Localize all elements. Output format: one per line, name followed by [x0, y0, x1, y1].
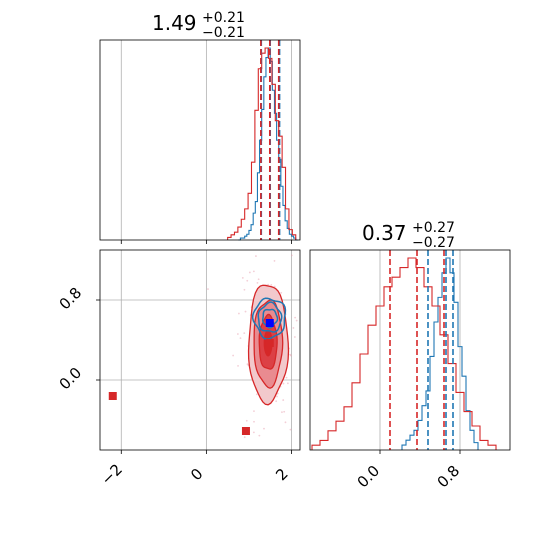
axes-frame [309, 249, 511, 451]
sample-point [285, 376, 288, 379]
x-tick-label: 0.8 [434, 462, 464, 492]
title-minus: −0.21 [202, 25, 245, 41]
sample-point [293, 246, 295, 248]
sample-point [232, 354, 235, 357]
sample-point [258, 434, 261, 437]
axes-frame [99, 39, 301, 241]
sample-point [295, 319, 298, 322]
grid [120, 40, 292, 240]
sample-point [252, 270, 255, 273]
sample-point [239, 337, 242, 340]
sample-point [282, 399, 285, 401]
histogram-step [311, 257, 497, 450]
sample-point [255, 255, 257, 257]
sample-point [282, 382, 285, 385]
sample-point [237, 364, 239, 367]
marker-square [108, 392, 117, 400]
sample-point [273, 260, 276, 262]
marginal-histogram-param-2: 0.0 0.8 0.37 +0.27 −0.27 [309, 220, 511, 492]
sample-point [255, 393, 258, 396]
marginal-histogram-param-1: 1.49 +0.21 −0.21 [99, 10, 301, 244]
sample-point [253, 410, 255, 413]
sample-point [292, 327, 295, 329]
sample-point [262, 457, 264, 459]
x-ticks [120, 240, 292, 244]
histogram-step [401, 257, 479, 450]
grid [379, 250, 461, 450]
y-tick-label: 0.0 [56, 364, 86, 394]
marker-square [265, 319, 274, 327]
sample-point [280, 291, 283, 294]
quantile-lines [389, 250, 454, 450]
x-tick-label: 0.0 [354, 462, 384, 492]
sample-point [238, 312, 240, 315]
sample-point [290, 354, 292, 357]
blue-contour-level [251, 297, 287, 340]
sample-point [241, 277, 244, 279]
sample-point [284, 421, 287, 424]
sample-point [245, 419, 248, 422]
sample-point [290, 254, 293, 257]
sample-point [276, 395, 278, 398]
quantile-lines [260, 40, 281, 240]
sample-point [290, 217, 292, 219]
title-plus: +0.21 [202, 10, 245, 26]
sample-point [267, 283, 270, 286]
sample-point [273, 285, 276, 288]
sample-point [236, 333, 239, 335]
title-plus: +0.27 [412, 220, 455, 236]
sample-point [286, 382, 289, 385]
sample-point [276, 392, 279, 395]
sample-point [289, 428, 292, 431]
marker-square [241, 427, 250, 435]
title-value: 1.49 [152, 11, 197, 35]
sample-point [252, 431, 255, 434]
joint-contour-panel: −2 0 2 0.0 0.8 [56, 217, 317, 533]
sample-point [270, 284, 273, 286]
title-minus: −0.27 [412, 235, 455, 251]
marker-square [265, 339, 274, 347]
sample-point [283, 410, 286, 413]
axes-frame [99, 249, 301, 451]
sample-point [315, 342, 317, 344]
sample-point [243, 332, 246, 335]
x-tick-label: 0 [187, 465, 206, 484]
sample-point [244, 310, 247, 313]
sample-point [207, 288, 209, 290]
y-ticks: 0.0 0.8 [56, 284, 100, 394]
x-ticks: 0.0 0.8 [354, 450, 464, 492]
sample-point [253, 247, 255, 249]
sample-point [275, 400, 278, 403]
sample-point [243, 436, 246, 439]
histogram-series [311, 257, 497, 450]
sample-point [246, 279, 249, 282]
y-tick-label: 0.8 [56, 284, 86, 314]
sample-point [243, 288, 246, 291]
title-value: 0.37 [362, 221, 407, 245]
sample-point [281, 411, 283, 414]
sample-point [256, 281, 259, 284]
sample-point [257, 278, 260, 281]
sample-point [293, 336, 296, 338]
sample-point [248, 271, 251, 274]
sample-point [263, 427, 265, 430]
histogram-series [227, 47, 298, 241]
x-ticks: −2 0 2 [98, 450, 292, 489]
sample-point [253, 420, 255, 423]
x-tick-label: −2 [98, 460, 126, 488]
x-tick-label: 2 [272, 465, 291, 484]
sample-point [294, 316, 297, 319]
contour-plot-area [108, 217, 317, 533]
sample-point [263, 531, 265, 533]
blue-contour-level [257, 301, 283, 333]
